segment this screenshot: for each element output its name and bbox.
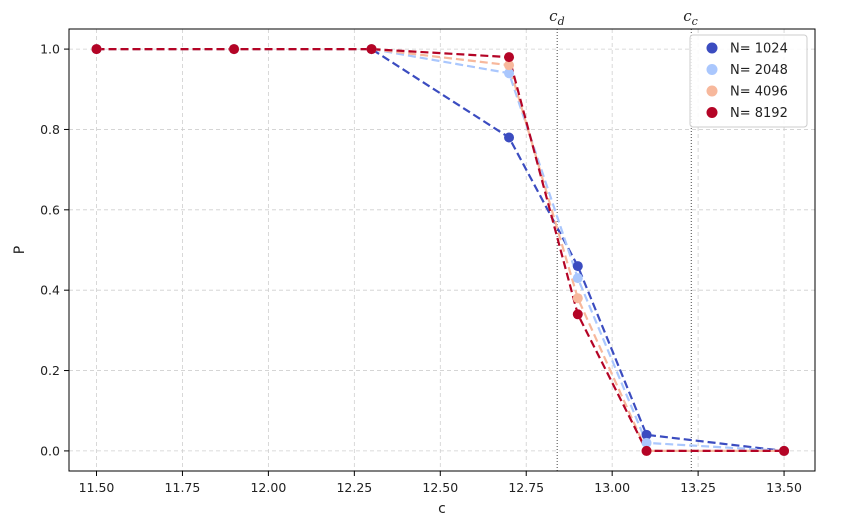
legend-marker [706,107,718,118]
legend: N= 1024 N= 2048 N= 4096 N= 8192 [689,34,808,128]
x-tick-label: 11.50 [79,480,115,495]
data-point-1024-4 [572,261,583,272]
y-tick-label: 0.8 [40,122,60,137]
data-point-1024-5 [641,429,652,440]
data-point-8192-3 [504,52,515,63]
y-tick-label: 0.2 [40,363,60,378]
data-point-2048-4 [572,273,583,284]
vertical-line-label-c-c: cc [683,7,698,28]
legend-label: N= 2048 [730,63,788,78]
legend-marker [706,64,718,75]
y-tick-label: 0.6 [40,202,60,217]
data-point-4096-3 [504,60,515,71]
legend-label: N= 1024 [730,42,788,57]
x-tick-label: 13.00 [594,480,630,495]
data-point-8192-5 [641,445,652,456]
y-tick-label: 0.4 [40,283,60,298]
x-tick-label: 12.75 [508,480,544,495]
vertical-line-label-c-d: cd [549,7,564,28]
x-tick-label: 12.25 [336,480,372,495]
axes-frame [68,28,816,472]
data-point-8192-6 [779,445,790,456]
data-point-8192-4 [572,309,583,320]
data-point-1024-3 [504,132,515,143]
legend-label: N= 4096 [730,85,788,100]
x-axis-label: c [438,501,446,517]
data-point-8192-1 [229,44,240,55]
x-tick-label: 11.75 [165,480,201,495]
y-axis-label: P [12,246,28,254]
legend-box [689,34,808,128]
legend-label: N= 8192 [730,106,788,121]
x-tick-label: 13.50 [766,480,802,495]
data-point-8192-0 [91,44,102,55]
data-point-8192-2 [366,44,377,55]
legend-marker [706,85,718,97]
x-tick-label: 12.50 [422,480,458,495]
x-tick-label: 13.25 [680,480,716,495]
data-point-2048-3 [504,68,515,79]
y-tick-label: 0.0 [40,443,60,458]
x-tick-label: 12.00 [250,480,286,495]
data-point-4096-4 [572,293,583,304]
data-point-2048-5 [641,437,652,448]
legend-marker [706,42,718,54]
y-tick-label: 1.0 [40,42,60,57]
